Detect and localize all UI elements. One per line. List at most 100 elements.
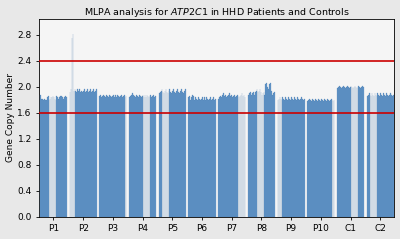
Bar xyxy=(264,95,265,217)
Bar xyxy=(282,97,283,217)
Bar xyxy=(322,100,323,217)
Bar xyxy=(172,91,173,217)
Bar xyxy=(112,96,113,217)
Bar xyxy=(222,95,223,217)
Bar xyxy=(105,97,106,217)
Bar xyxy=(385,96,386,217)
Bar xyxy=(170,92,171,217)
Bar xyxy=(226,97,227,217)
Bar xyxy=(49,100,50,217)
Bar xyxy=(197,100,198,217)
Bar xyxy=(233,96,234,217)
Bar xyxy=(298,98,299,217)
Bar xyxy=(292,98,293,217)
Bar xyxy=(173,89,174,217)
Bar xyxy=(166,92,167,217)
Bar xyxy=(248,95,249,217)
Bar xyxy=(99,96,100,217)
Bar xyxy=(269,84,270,217)
Bar xyxy=(129,97,130,217)
Bar xyxy=(96,89,97,217)
Bar xyxy=(54,98,55,217)
Bar xyxy=(310,100,311,217)
Bar xyxy=(376,96,377,217)
Bar xyxy=(119,97,120,217)
Bar xyxy=(362,86,363,217)
Bar xyxy=(339,86,340,217)
Bar xyxy=(270,83,271,217)
Bar xyxy=(272,95,273,217)
Bar xyxy=(294,97,295,217)
Bar xyxy=(244,97,245,217)
Bar xyxy=(296,100,297,217)
Bar xyxy=(353,88,354,217)
Bar xyxy=(382,96,383,217)
Bar xyxy=(251,95,252,217)
Bar xyxy=(148,97,149,217)
Bar xyxy=(161,91,162,217)
Bar xyxy=(200,100,201,217)
Bar xyxy=(235,97,236,217)
Bar xyxy=(327,98,328,217)
Bar xyxy=(92,91,93,217)
Bar xyxy=(113,95,114,217)
Bar xyxy=(102,96,103,217)
Bar xyxy=(317,101,318,217)
Bar xyxy=(316,100,317,217)
Bar xyxy=(268,89,269,217)
Bar xyxy=(260,92,261,217)
Bar xyxy=(231,95,232,217)
Title: MLPA analysis for $\it{ATP2C1}$ in HHD Patients and Controls: MLPA analysis for $\it{ATP2C1}$ in HHD P… xyxy=(84,5,350,19)
Bar xyxy=(210,97,211,217)
Bar xyxy=(79,89,80,217)
Bar xyxy=(369,93,370,217)
Bar xyxy=(194,100,195,217)
Bar xyxy=(134,96,135,217)
Bar xyxy=(228,95,229,217)
Bar xyxy=(257,89,258,217)
Bar xyxy=(89,91,90,217)
Bar xyxy=(177,89,178,217)
Bar xyxy=(207,98,208,217)
Bar xyxy=(211,100,212,217)
Bar xyxy=(313,100,314,217)
Bar xyxy=(141,97,142,217)
Bar xyxy=(93,89,94,217)
Bar xyxy=(208,100,209,217)
Bar xyxy=(219,97,220,217)
Bar xyxy=(202,97,203,217)
Bar xyxy=(106,95,107,217)
Bar xyxy=(389,95,390,217)
Bar xyxy=(118,96,119,217)
Bar xyxy=(190,100,191,217)
Bar xyxy=(367,96,368,217)
Bar xyxy=(101,97,102,217)
Bar xyxy=(198,97,199,217)
Bar xyxy=(390,93,391,217)
Bar xyxy=(56,96,57,217)
Bar xyxy=(212,98,213,217)
Bar xyxy=(304,98,305,217)
Bar xyxy=(300,98,301,217)
Bar xyxy=(373,95,374,217)
Bar xyxy=(288,97,289,217)
Bar xyxy=(115,95,116,217)
Bar xyxy=(40,95,41,217)
Bar xyxy=(295,98,296,217)
Bar xyxy=(393,95,394,217)
Bar xyxy=(374,93,375,217)
Bar xyxy=(203,100,204,217)
Bar xyxy=(146,95,147,217)
Bar xyxy=(347,86,348,217)
Bar xyxy=(291,97,292,217)
Bar xyxy=(143,95,144,217)
Bar xyxy=(42,98,43,217)
Bar xyxy=(108,97,109,217)
Bar xyxy=(214,100,215,217)
Bar xyxy=(193,96,194,217)
Bar xyxy=(90,89,91,217)
Bar xyxy=(345,88,346,217)
Bar xyxy=(242,96,243,217)
Bar xyxy=(392,96,393,217)
Bar xyxy=(342,87,343,217)
